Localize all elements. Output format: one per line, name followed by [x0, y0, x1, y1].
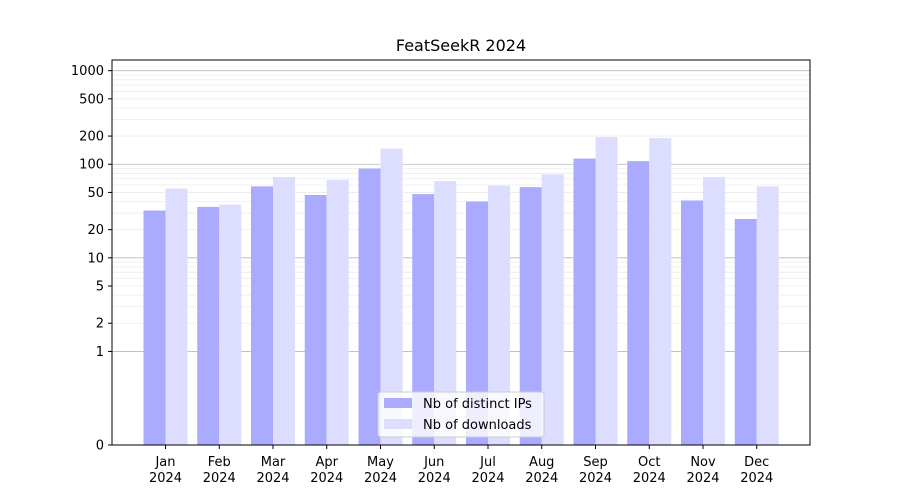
bar-downloads-aug: [541, 174, 564, 445]
bar-downloads-nov: [703, 177, 725, 446]
legend-swatch-ips: [384, 398, 412, 408]
x-tick-label: Mar 2024: [256, 455, 289, 486]
x-tick-label: Apr 2024: [310, 455, 343, 486]
bar-ips-may: [358, 168, 381, 445]
plot-frame: [111, 59, 811, 446]
y-tick-label: 2: [96, 317, 104, 332]
bar-ips-aug: [519, 187, 542, 445]
y-tick-label: 10: [87, 251, 104, 266]
x-tick-label: Feb 2024: [203, 455, 236, 486]
bar-downloads-may: [380, 148, 403, 445]
y-tick-label: 1000: [71, 64, 104, 79]
bar-downloads-jan: [165, 188, 188, 445]
y-tick-label: 0: [96, 439, 104, 454]
x-tick-label: Nov 2024: [686, 455, 719, 486]
legend-label-downloads: Nb of downloads: [423, 418, 532, 433]
x-tick-label: Jun 2024: [418, 455, 451, 486]
legend-box: [377, 391, 545, 438]
bar-ips-oct: [627, 161, 650, 445]
y-tick-label: 50: [87, 186, 104, 201]
y-tick-label: 5: [96, 280, 104, 295]
bar-ips-nov: [681, 200, 703, 445]
y-tick-label: 200: [79, 130, 104, 145]
x-tick-label: Jul 2024: [471, 455, 504, 486]
y-tick-label: 500: [79, 92, 104, 107]
bars: [143, 137, 779, 446]
x-axis: Jan 2024 Feb 2024 Mar 2024 Apr 2024 May 2024 Jun 20…: [149, 445, 773, 486]
bar-downloads-oct: [649, 138, 672, 446]
bar-downloads-feb: [219, 204, 242, 445]
x-tick-label: May 2024: [364, 455, 397, 486]
x-tick-label: Oct 2024: [633, 455, 666, 486]
y-tick-label: 100: [79, 158, 104, 173]
bar-ips-feb: [197, 206, 220, 445]
x-tick-label: Jan 2024: [149, 455, 182, 486]
bar-ips-mar: [251, 186, 273, 445]
y-axis: 0 1 2 5 10 20 50 100 200 500 1000: [71, 64, 112, 454]
y-tick-label: 1: [96, 345, 104, 360]
x-tick-label: Sep 2024: [579, 455, 612, 486]
legend-label-ips: Nb of distinct IPs: [423, 397, 532, 412]
bar-ips-dec: [734, 218, 757, 445]
bar-downloads-apr: [326, 179, 349, 445]
bar-downloads-jun: [434, 181, 457, 445]
x-tick-label: Aug 2024: [525, 455, 558, 486]
x-tick-label: Dec 2024: [740, 455, 773, 486]
bar-downloads-jul: [488, 185, 510, 446]
legend: Nb of distinct IPs Nb of downloads: [377, 391, 545, 438]
legend-swatch-downloads: [384, 419, 412, 429]
y-tick-label: 20: [87, 223, 104, 238]
bar-ips-apr: [304, 194, 327, 445]
bar-downloads-dec: [756, 186, 779, 445]
bar-ips-jan: [143, 210, 166, 445]
bar-ips-jul: [466, 201, 488, 445]
bar-ips-jun: [412, 194, 435, 445]
chart-title: FeatSeekR 2024: [396, 36, 526, 55]
bar-downloads-sep: [595, 137, 618, 445]
bar-downloads-mar: [273, 177, 295, 446]
bar-ips-sep: [573, 158, 596, 445]
